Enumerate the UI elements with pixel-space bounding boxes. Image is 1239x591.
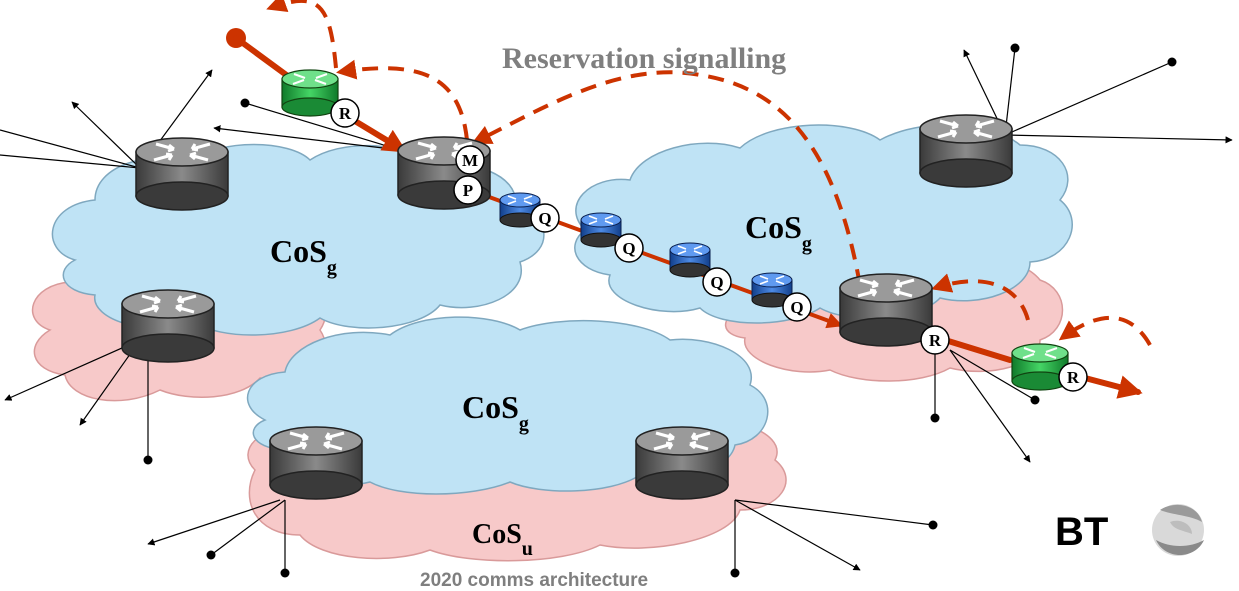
badge-p: P: [453, 175, 483, 205]
badge-q-4: Q: [782, 292, 812, 322]
badge-r-destination: R: [1058, 362, 1088, 392]
svg-text:R: R: [339, 104, 352, 123]
svg-text:R: R: [929, 331, 942, 350]
badge-q-3: Q: [702, 267, 732, 297]
cos-label-center-sub: g: [519, 413, 529, 435]
cos-label-right-sub: g: [802, 233, 812, 255]
badges: R M P Q Q Q Q R: [330, 98, 1088, 392]
access-links: [0, 47, 1233, 573]
cos-label-bottom-sub: u: [522, 538, 533, 560]
router-core-top-right: [918, 113, 1014, 189]
svg-text:P: P: [463, 181, 473, 200]
cos-label-center: CoSg: [462, 389, 529, 435]
router-edge-source: [281, 69, 339, 117]
bt-piper-icon: [1152, 504, 1204, 556]
cos-label-bottom: CoSu: [472, 519, 533, 560]
svg-text:Q: Q: [710, 273, 723, 292]
svg-text:Q: Q: [622, 239, 635, 258]
endpoint-dots: [143, 43, 1177, 578]
badge-r-source: R: [330, 98, 360, 128]
bt-logo-text: BT: [1055, 510, 1108, 554]
cos-label-bottom-main: CoS: [472, 519, 522, 550]
bt-logo: BT: [1055, 504, 1204, 556]
cos-label-left-sub: g: [327, 257, 337, 279]
badge-r-egress: R: [920, 325, 950, 355]
cos-label-left-main: CoS: [270, 233, 327, 269]
svg-text:M: M: [462, 151, 478, 170]
router-core-bottom-left: [268, 425, 364, 501]
svg-text:Q: Q: [790, 298, 803, 317]
badge-m: M: [455, 145, 485, 175]
router-core-bottom-right: [634, 425, 730, 501]
router-queue-3: [669, 242, 711, 278]
cos-label-center-main: CoS: [462, 389, 519, 425]
svg-text:R: R: [1067, 368, 1080, 387]
svg-text:Q: Q: [538, 209, 551, 228]
cos-label-right-main: CoS: [745, 209, 802, 245]
signalling-paths: [266, 0, 1152, 346]
footer-caption: 2020 comms architecture: [420, 570, 648, 591]
router-core-top-left: [134, 136, 230, 212]
router-egress: [838, 272, 934, 348]
router-core-left: [120, 288, 216, 364]
badge-q-2: Q: [614, 233, 644, 263]
badge-q-1: Q: [530, 203, 560, 233]
router-queue-2: [580, 212, 622, 248]
signalling-title: Reservation signalling: [502, 42, 786, 75]
cos-label-right: CoSg: [745, 209, 812, 255]
cos-label-left: CoSg: [270, 233, 337, 279]
